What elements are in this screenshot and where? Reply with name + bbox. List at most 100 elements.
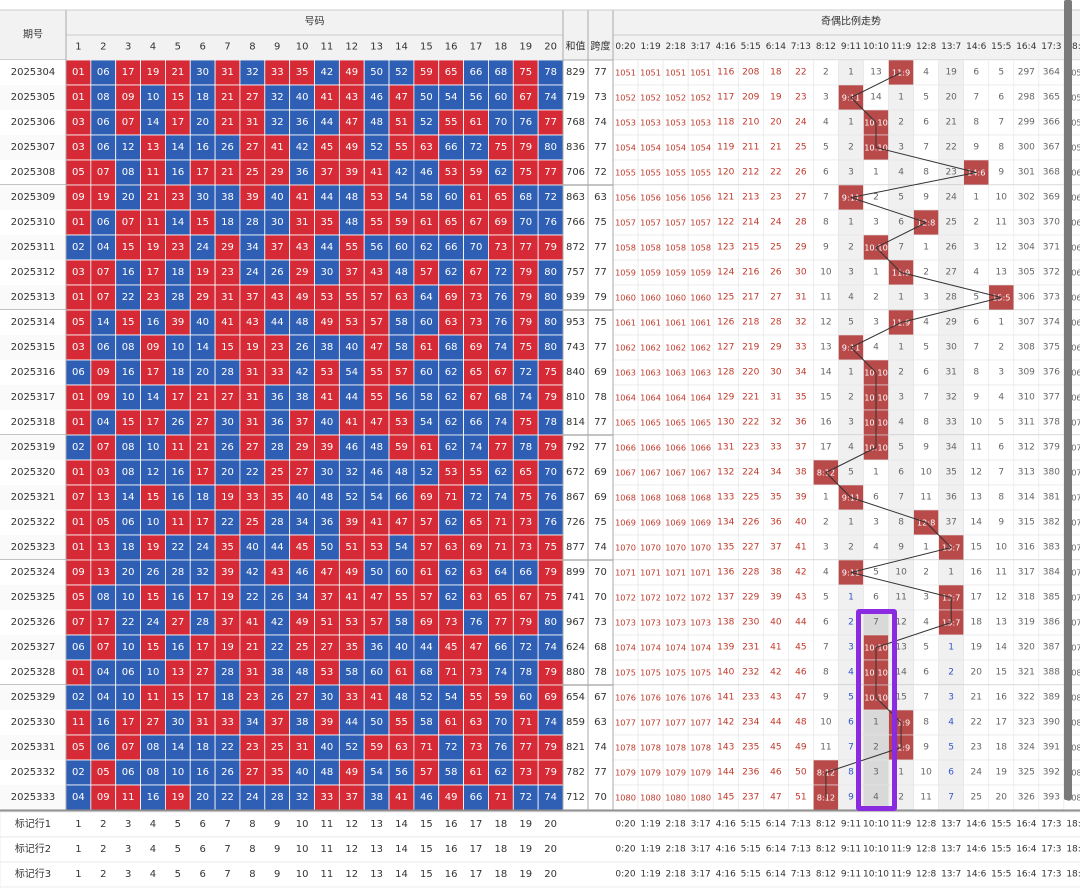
- ratio-miss-cell: [662, 209, 689, 236]
- ball-number: 22: [171, 542, 184, 553]
- ball-number: 37: [321, 592, 334, 603]
- sum-value: 743: [566, 342, 585, 353]
- ball-number: 59: [495, 692, 508, 703]
- ball-cell: [65, 734, 92, 761]
- ratio-miss-value: 22: [970, 718, 981, 728]
- ball-number: 36: [296, 117, 309, 128]
- ball-number: 44: [271, 317, 284, 328]
- ball-number: 37: [296, 417, 309, 428]
- ball-number: 27: [296, 467, 309, 478]
- ball-cell: [115, 684, 141, 711]
- ball-cell: [537, 84, 564, 111]
- ball-number: 17: [147, 267, 160, 278]
- ratio-miss-cell: [762, 259, 789, 286]
- ball-number: 76: [495, 317, 508, 328]
- number-col-header: 15: [420, 42, 433, 53]
- ratio-miss-value: 24: [945, 193, 957, 203]
- ratio-miss-cell: [988, 759, 1015, 786]
- period-value: 2025326: [11, 617, 56, 628]
- span-value: 68: [594, 642, 607, 653]
- ball-number: 19: [221, 642, 234, 653]
- ball-number: 10: [122, 592, 135, 603]
- ratio-miss-value: 387: [1043, 643, 1060, 653]
- ratio-miss-value: 13: [970, 493, 981, 503]
- ball-cell: [239, 409, 266, 436]
- ball-number: 66: [395, 492, 408, 503]
- ratio-miss-cell: [963, 784, 990, 811]
- period-value: 2025330: [11, 717, 56, 728]
- ratio-miss-value: 3: [923, 593, 929, 603]
- ratio-miss-value: 23: [945, 168, 956, 178]
- ratio-miss-cell: [788, 59, 814, 86]
- ball-number: 15: [147, 492, 160, 503]
- marker-number: 18: [495, 869, 508, 880]
- ratio-col-header: 3:17: [691, 42, 711, 52]
- ball-number: 36: [321, 517, 334, 528]
- ball-number: 32: [296, 792, 309, 803]
- number-col-header: 6: [199, 42, 205, 53]
- ratio-miss-value: 302: [1018, 193, 1035, 203]
- ratio-miss-value: 3: [873, 518, 879, 528]
- ball-number: 11: [171, 442, 184, 453]
- ball-number: 31: [296, 742, 309, 753]
- ball-cell: [289, 459, 315, 486]
- ratio-miss-cell: [888, 484, 914, 511]
- ratio-miss-value: 1062: [640, 343, 661, 353]
- ratio-miss-value: 3: [823, 93, 829, 103]
- ratio-miss-value: 1070: [665, 543, 686, 553]
- ratio-miss-cell: [737, 584, 764, 611]
- ball-number: 61: [445, 717, 458, 728]
- ball-number: 46: [370, 92, 383, 103]
- sum-value: 810: [566, 392, 585, 403]
- ball-number: 31: [246, 417, 259, 428]
- ball-number: 29: [296, 267, 309, 278]
- ball-number: 80: [544, 142, 557, 153]
- ratio-miss-cell: [762, 184, 789, 211]
- ball-cell: [65, 609, 92, 636]
- ratio-miss-cell: [963, 109, 990, 136]
- sum-value: 624: [566, 642, 585, 653]
- ball-number: 24: [196, 542, 209, 553]
- ball-number: 65: [470, 367, 483, 378]
- ball-cell: [164, 634, 191, 661]
- ball-number: 19: [171, 792, 184, 803]
- vertical-scrollbar[interactable]: [1064, 0, 1072, 800]
- ratio-miss-value: 1: [898, 343, 904, 353]
- ratio-miss-value: 10: [996, 543, 1008, 553]
- ratio-miss-value: 4: [998, 393, 1004, 403]
- ball-cell: [488, 134, 514, 161]
- ball-number: 01: [72, 467, 85, 478]
- ratio-miss-value: 19: [996, 768, 1008, 778]
- ball-cell: [438, 609, 465, 636]
- marker-number: 9: [274, 869, 280, 880]
- ratio-miss-cell: [1038, 634, 1065, 661]
- ball-number: 20: [221, 467, 234, 478]
- span-value: 69: [594, 467, 607, 478]
- ratio-miss-value: 1066: [665, 443, 686, 453]
- ratio-miss-value: 13: [996, 618, 1007, 628]
- span-value: 77: [594, 267, 607, 278]
- ball-number: 66: [445, 242, 458, 253]
- ball-number: 58: [395, 617, 408, 628]
- ratio-miss-cell: [712, 59, 739, 86]
- ratio-miss-cell: [963, 59, 990, 86]
- marker-ratio: 18:2: [1066, 845, 1080, 855]
- ratio-miss-value: 5: [998, 68, 1004, 78]
- ratio-miss-value: 9: [823, 693, 829, 703]
- sum-value: 768: [566, 117, 585, 128]
- ratio-miss-value: 1063: [1066, 243, 1080, 253]
- ball-number: 08: [97, 592, 110, 603]
- ratio-miss-value: 1077: [690, 718, 711, 728]
- ball-number: 79: [544, 767, 557, 778]
- marker-ratio: 10:10: [863, 870, 889, 880]
- ball-cell: [90, 159, 117, 186]
- ball-number: 24: [147, 617, 160, 628]
- ratio-miss-value: 1060: [640, 293, 661, 303]
- ball-number: 77: [544, 167, 557, 178]
- ratio-miss-value: 372: [1043, 268, 1060, 278]
- ball-cell: [438, 109, 465, 136]
- ratio-miss-cell: [913, 759, 939, 786]
- ratio-miss-value: 8: [973, 368, 979, 378]
- ball-number: 33: [246, 492, 259, 503]
